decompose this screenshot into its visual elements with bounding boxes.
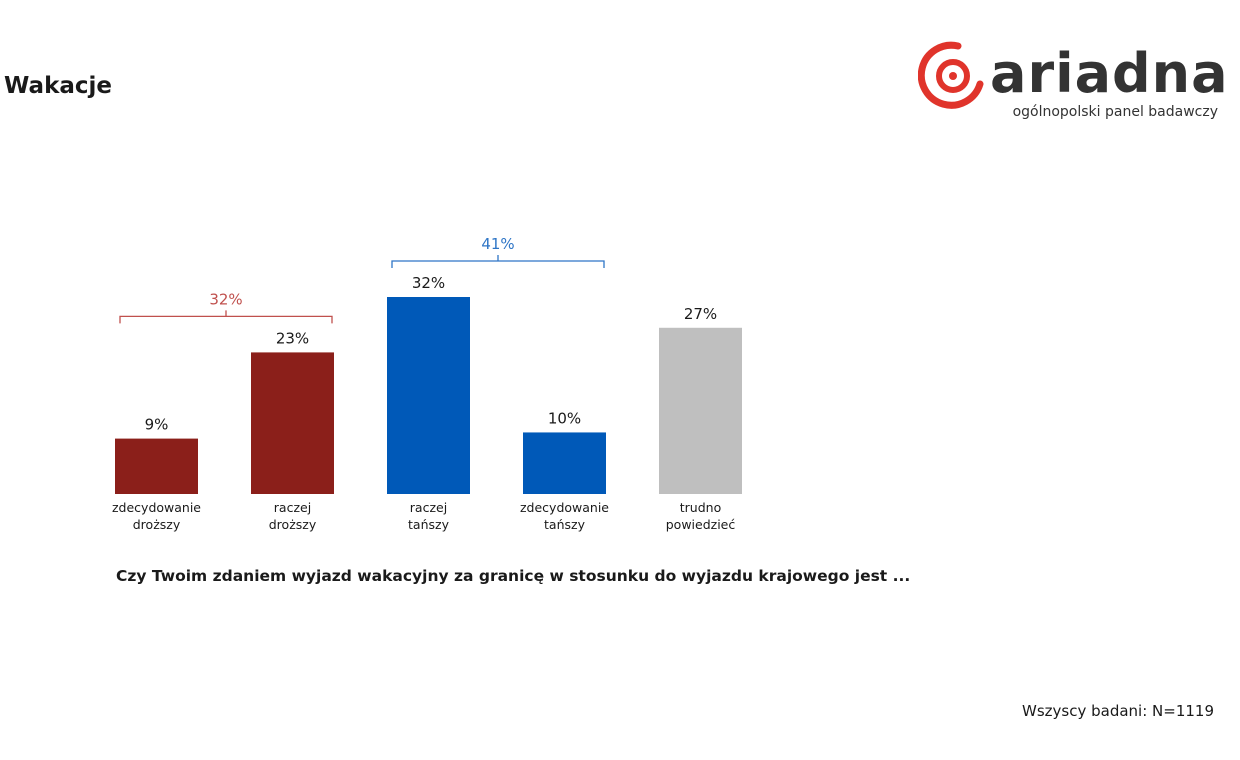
spiral-icon (918, 41, 984, 109)
category-label: zdecydowanie (520, 500, 609, 515)
bar (523, 432, 606, 494)
bar (659, 327, 742, 494)
bar-value-label: 9% (145, 416, 169, 434)
logo-tagline: ogólnopolski panel badawczy (1012, 104, 1218, 120)
category-label: tańszy (544, 517, 586, 532)
group-bracket (391, 255, 605, 268)
group-total-label: 41% (481, 235, 514, 253)
ariadna-logo: ariadna ogólnopolski panel badawczy (918, 40, 1228, 130)
bar-value-label: 23% (276, 329, 309, 347)
group-bracket (119, 310, 333, 324)
group-total-label: 32% (209, 290, 242, 308)
page-title: Wakacje (4, 73, 113, 99)
bar (251, 352, 334, 494)
bar-value-label: 32% (412, 274, 445, 292)
bar (115, 438, 198, 494)
category-label: tańszy (408, 517, 450, 532)
bar (387, 297, 470, 494)
logo-wordmark: ariadna (990, 42, 1229, 105)
survey-question: Czy Twoim zdaniem wyjazd wakacyjny za gr… (116, 567, 911, 585)
category-label: droższy (133, 517, 181, 532)
sample-base-note: Wszyscy badani: N=1119 (1022, 702, 1214, 720)
category-label: raczej (410, 500, 447, 515)
category-label: trudno (680, 500, 721, 515)
category-label: zdecydowanie (112, 500, 201, 515)
bar-value-label: 10% (548, 409, 581, 427)
category-label: powiedzieć (666, 517, 736, 532)
bar-value-label: 27% (684, 305, 717, 323)
category-label: droższy (269, 517, 317, 532)
category-label: raczej (274, 500, 311, 515)
